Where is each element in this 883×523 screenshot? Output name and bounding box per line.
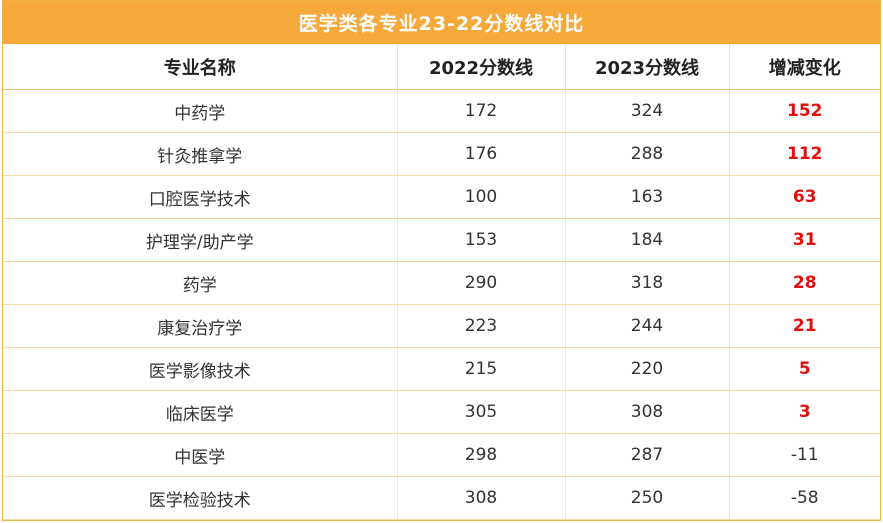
score-2022-cell: 176 [397,132,566,176]
header-row: 专业名称 2022分数线 2023分数线 增减变化 [3,44,880,90]
score-2023-cell: 308 [565,390,730,434]
score-2023-cell: 324 [565,89,730,133]
change-cell: 3 [729,390,880,434]
major-name-cell: 护理学/助产学 [3,218,398,262]
major-name-cell: 医学检验技术 [3,476,398,520]
change-cell: 31 [729,218,880,262]
major-name-cell: 中药学 [3,89,398,133]
header-major: 专业名称 [3,44,398,90]
change-cell: 152 [729,89,880,133]
score-2023-cell: 244 [565,304,730,348]
score-2022-cell: 308 [397,476,566,520]
score-2022-cell: 290 [397,261,566,305]
score-table: 专业名称 2022分数线 2023分数线 增减变化 中药学 172 324 152 针灸… [3,44,880,520]
table-row: 康复治疗学 223 244 21 [3,304,880,348]
table-row: 针灸推拿学 176 288 112 [3,132,880,176]
major-name-cell: 医学影像技术 [3,347,398,391]
major-name-cell: 康复治疗学 [3,304,398,348]
score-2023-cell: 287 [565,433,730,477]
score-2023-cell: 318 [565,261,730,305]
score-2022-cell: 172 [397,89,566,133]
score-2023-cell: 250 [565,476,730,520]
score-2023-cell: 288 [565,132,730,176]
score-2022-cell: 153 [397,218,566,262]
table-row: 临床医学 305 308 3 [3,390,880,434]
major-name-cell: 临床医学 [3,390,398,434]
header-change: 增减变化 [729,44,880,90]
table-row: 药学 290 318 28 [3,261,880,305]
major-name-cell: 中医学 [3,433,398,477]
table-row: 口腔医学技术 100 163 63 [3,175,880,219]
major-name-cell: 药学 [3,261,398,305]
table-row: 护理学/助产学 153 184 31 [3,218,880,262]
score-2023-cell: 184 [565,218,730,262]
header-2023: 2023分数线 [565,44,730,90]
score-2022-cell: 223 [397,304,566,348]
table-row: 中医学 298 287 -11 [3,433,880,477]
score-2023-cell: 220 [565,347,730,391]
score-2022-cell: 305 [397,390,566,434]
change-cell: 21 [729,304,880,348]
table-row: 中药学 172 324 152 [3,89,880,133]
major-name-cell: 口腔医学技术 [3,175,398,219]
table-row: 医学影像技术 215 220 5 [3,347,880,391]
score-2023-cell: 163 [565,175,730,219]
change-cell: 5 [729,347,880,391]
score-2022-cell: 298 [397,433,566,477]
change-cell: 63 [729,175,880,219]
change-cell: 28 [729,261,880,305]
header-2022: 2022分数线 [397,44,566,90]
major-name-cell: 针灸推拿学 [3,132,398,176]
table-title: 医学类各专业23-22分数线对比 [3,1,880,44]
change-cell: -58 [729,476,880,520]
score-2022-cell: 215 [397,347,566,391]
table-row: 医学检验技术 308 250 -58 [3,476,880,520]
change-cell: 112 [729,132,880,176]
score-2022-cell: 100 [397,175,566,219]
change-cell: -11 [729,433,880,477]
